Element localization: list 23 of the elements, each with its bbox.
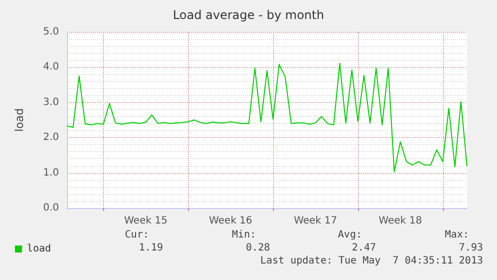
text: Avg: [338, 230, 362, 240]
y-tick-label: 2.0 [43, 132, 59, 144]
text: 2.47 [352, 242, 376, 254]
y-tick-label: 1.0 [43, 167, 59, 178]
x-tick-label: Week 18 [378, 216, 422, 226]
text: 7.93 [458, 242, 483, 254]
y-tick-label: 0.0 [43, 202, 59, 214]
text: 0.28 [246, 242, 270, 254]
legend-label: load [27, 244, 52, 254]
chart-title: Load average - by month [172, 8, 324, 22]
text: Max: [444, 230, 469, 240]
x-tick-label: Week 16 [208, 216, 252, 226]
y-tick-label: 4.0 [43, 62, 59, 73]
text: Cur: [124, 230, 149, 240]
y-axis-title: load [13, 108, 26, 132]
x-tick-label: Week 15 [124, 216, 168, 226]
text: Min: [232, 230, 256, 240]
y-tick-label: 3.0 [43, 96, 59, 108]
text: Last update: Tue May 7 04:35:11 2013 [260, 256, 483, 266]
text: 1.19 [138, 242, 163, 254]
line-series [66, 62, 468, 172]
y-tick-label: 5.0 [43, 26, 59, 38]
x-tick-label: Week 17 [294, 216, 338, 226]
